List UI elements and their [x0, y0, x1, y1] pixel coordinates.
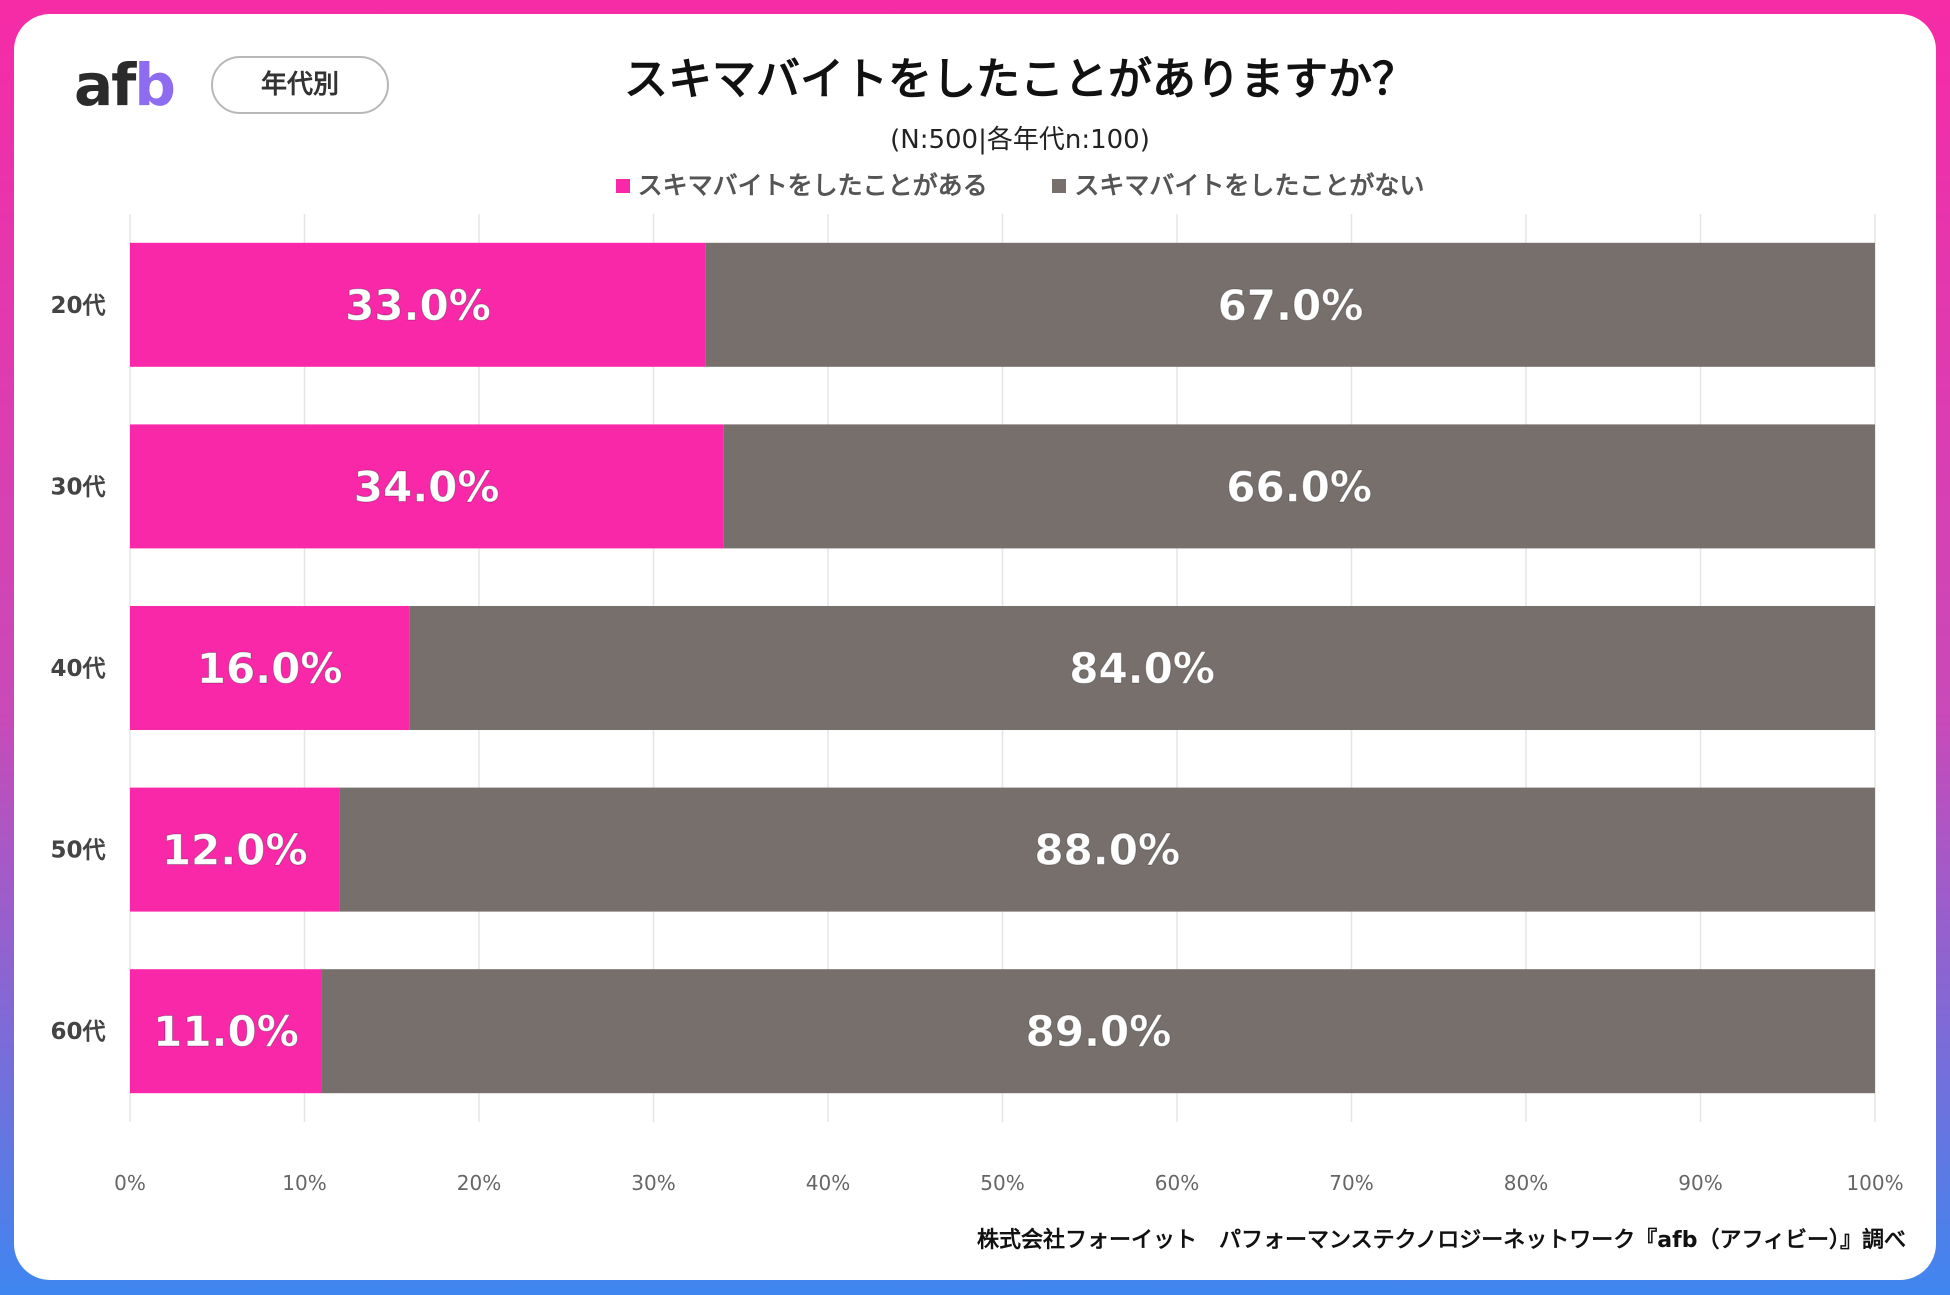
age-group-badge: 年代別	[211, 56, 389, 114]
x-tick-label: 70%	[1329, 1171, 1373, 1195]
x-tick-label: 10%	[282, 1171, 326, 1195]
x-tick-label: 50%	[980, 1171, 1024, 1195]
bar-segment-yes	[130, 242, 706, 367]
bar-segment-yes	[130, 606, 410, 730]
x-tick-label: 40%	[806, 1171, 850, 1195]
chart-subtitle: (N:500|各年代n:100)	[890, 125, 1150, 155]
x-tick-label: 90%	[1678, 1171, 1722, 1195]
data-label: 88.0%	[1034, 826, 1180, 875]
data-label: 89.0%	[1026, 1007, 1172, 1056]
x-tick-label: 100%	[1846, 1171, 1903, 1195]
legend-label-no: スキマバイトをしたことがない	[1074, 171, 1425, 200]
x-tick-label: 0%	[114, 1171, 146, 1195]
source-credit: 株式会社フォーイット パフォーマンステクノロジーネットワーク『afb（アフィビー…	[977, 1228, 1906, 1253]
data-label: 12.0%	[162, 826, 308, 875]
x-tick-label: 60%	[1155, 1171, 1199, 1195]
bar-segment-no	[339, 787, 1875, 912]
legend-item-no: スキマバイトをしたことがない	[1052, 168, 1424, 204]
data-label: 84.0%	[1069, 644, 1215, 693]
legend-swatch-yes	[615, 179, 630, 193]
category-label: 60代	[50, 1019, 105, 1045]
afb-logo: afb	[74, 51, 176, 119]
x-tick-label: 30%	[631, 1171, 675, 1195]
x-tick-label: 20%	[457, 1171, 501, 1195]
data-label: 16.0%	[197, 644, 343, 693]
bar-segment-no	[723, 424, 1875, 549]
x-tick-label: 80%	[1504, 1171, 1548, 1195]
chart-title: スキマバイトをしたことがありますか？	[624, 54, 1416, 105]
chart-legend: スキマバイトをしたことがある スキマバイトをしたことがない	[400, 168, 1640, 204]
bar-segment-yes	[130, 969, 322, 1094]
legend-label-yes: スキマバイトをしたことがある	[637, 171, 988, 200]
category-label: 20代	[50, 293, 105, 319]
data-label: 67.0%	[1218, 281, 1364, 330]
data-label: 66.0%	[1226, 462, 1372, 511]
bar-segment-yes	[130, 424, 724, 549]
data-label: 34.0%	[354, 462, 500, 511]
legend-swatch-no	[1052, 179, 1067, 193]
category-label: 40代	[50, 656, 105, 682]
bar-segment-no	[409, 606, 1876, 730]
data-label: 11.0%	[153, 1007, 299, 1056]
bar-segment-yes	[130, 787, 340, 912]
category-label: 50代	[50, 838, 105, 864]
legend-item-yes: スキマバイトをしたことがある	[615, 168, 988, 204]
bar-segment-no	[705, 242, 1875, 367]
category-label: 30代	[50, 474, 105, 500]
data-label: 33.0%	[345, 281, 491, 330]
bar-segment-no	[321, 969, 1876, 1094]
